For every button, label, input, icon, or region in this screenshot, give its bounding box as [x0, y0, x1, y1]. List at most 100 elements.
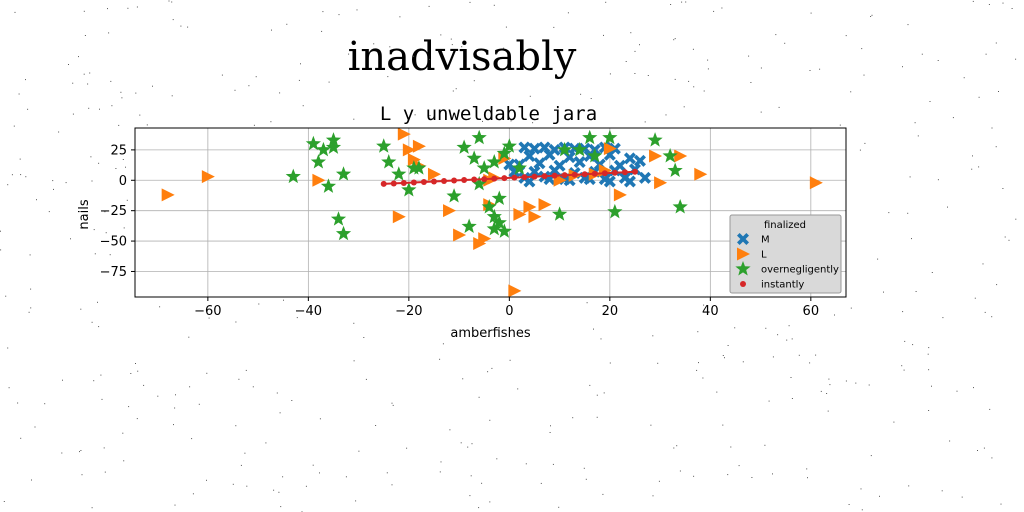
noise-dot: [634, 50, 636, 52]
legend-marker: [740, 281, 746, 287]
noise-dot: [111, 105, 113, 107]
noise-dot: [596, 416, 598, 418]
noise-dot: [489, 419, 491, 421]
noise-dot: [760, 111, 762, 113]
data-point: [601, 170, 608, 177]
noise-dot: [180, 25, 182, 27]
noise-dot: [927, 353, 929, 355]
noise-dot: [258, 303, 260, 305]
noise-dot: [487, 371, 489, 373]
noise-dot: [829, 384, 831, 386]
noise-dot: [907, 24, 909, 26]
noise-dot: [429, 115, 431, 117]
noise-dot: [991, 457, 993, 459]
noise-dot: [174, 504, 176, 506]
data-point: [573, 156, 586, 169]
data-point: [649, 149, 663, 163]
noise-dot: [716, 391, 718, 393]
noise-dot: [136, 6, 138, 8]
noise-dot: [707, 68, 709, 70]
data-point: [453, 228, 467, 242]
data-point: [483, 173, 497, 187]
noise-dot: [245, 369, 247, 371]
data-point: [662, 147, 678, 163]
noise-dot: [312, 464, 314, 466]
noise-dot: [644, 121, 646, 123]
noise-dot: [450, 38, 452, 40]
noise-dot: [703, 90, 705, 92]
y-tick-label: −25: [100, 204, 127, 219]
noise-dot: [110, 80, 112, 82]
noise-dot: [583, 110, 585, 112]
noise-dot: [130, 373, 132, 374]
noise-dot: [105, 232, 107, 234]
noise-dot: [983, 447, 985, 449]
data-point: [335, 166, 352, 181]
noise-dot: [265, 442, 267, 444]
noise-dot: [775, 34, 777, 36]
noise-dot: [470, 117, 471, 119]
noise-dot: [244, 452, 246, 454]
noise-dot: [572, 417, 574, 419]
noise-dot: [252, 386, 254, 388]
noise-dot: [87, 83, 89, 85]
data-point: [305, 135, 321, 151]
x-tick-label: 60: [803, 304, 820, 319]
noise-dot: [391, 402, 393, 404]
noise-dot: [84, 35, 86, 36]
noise-dot: [34, 426, 36, 428]
legend-title: finalized: [764, 220, 806, 231]
data-point: [325, 132, 342, 147]
noise-dot: [532, 122, 534, 124]
noise-dot: [558, 506, 560, 508]
noise-dot: [931, 272, 933, 273]
noise-dot: [291, 400, 293, 401]
noise-dot: [122, 432, 124, 434]
noise-dot: [809, 70, 811, 71]
noise-dot: [429, 58, 431, 60]
noise-dot: [18, 93, 20, 95]
noise-dot: [104, 471, 106, 473]
noise-dot: [100, 374, 102, 376]
noise-dot: [596, 394, 598, 396]
noise-dot: [283, 299, 284, 301]
noise-dot: [679, 470, 681, 472]
data-point: [613, 188, 627, 202]
noise-dot: [123, 227, 125, 229]
noise-dot: [175, 394, 176, 396]
noise-dot: [278, 491, 280, 493]
noise-dot: [198, 403, 200, 405]
x-tick-label: −20: [395, 304, 422, 319]
noise-dot: [248, 85, 250, 87]
noise-dot: [902, 311, 904, 313]
noise-dot: [11, 174, 13, 176]
data-point: [561, 172, 568, 179]
noise-dot: [707, 59, 709, 61]
noise-dot: [173, 424, 174, 426]
noise-dot: [734, 327, 736, 329]
noise-dot: [123, 460, 125, 462]
noise-dot: [103, 447, 105, 449]
noise-dot: [657, 362, 659, 364]
noise-dot: [991, 127, 993, 129]
noise-dot: [440, 461, 442, 463]
noise-dot: [389, 46, 391, 48]
noise-dot: [319, 418, 321, 420]
noise-dot: [300, 63, 301, 65]
noise-dot: [1002, 2, 1004, 4]
noise-dot: [286, 23, 288, 25]
data-point: [533, 157, 546, 170]
noise-dot: [1015, 58, 1017, 60]
data-point: [481, 199, 497, 214]
noise-dot: [8, 387, 10, 389]
data-point: [623, 152, 636, 165]
noise-dot: [246, 485, 248, 487]
noise-dot: [586, 302, 588, 304]
noise-dot: [909, 176, 911, 178]
data-point: [476, 160, 492, 175]
legend-label: L: [761, 250, 767, 261]
series-overnegligently: [285, 129, 688, 241]
noise-dot: [496, 53, 497, 55]
noise-dot: [353, 118, 355, 120]
data-point: [491, 190, 507, 205]
